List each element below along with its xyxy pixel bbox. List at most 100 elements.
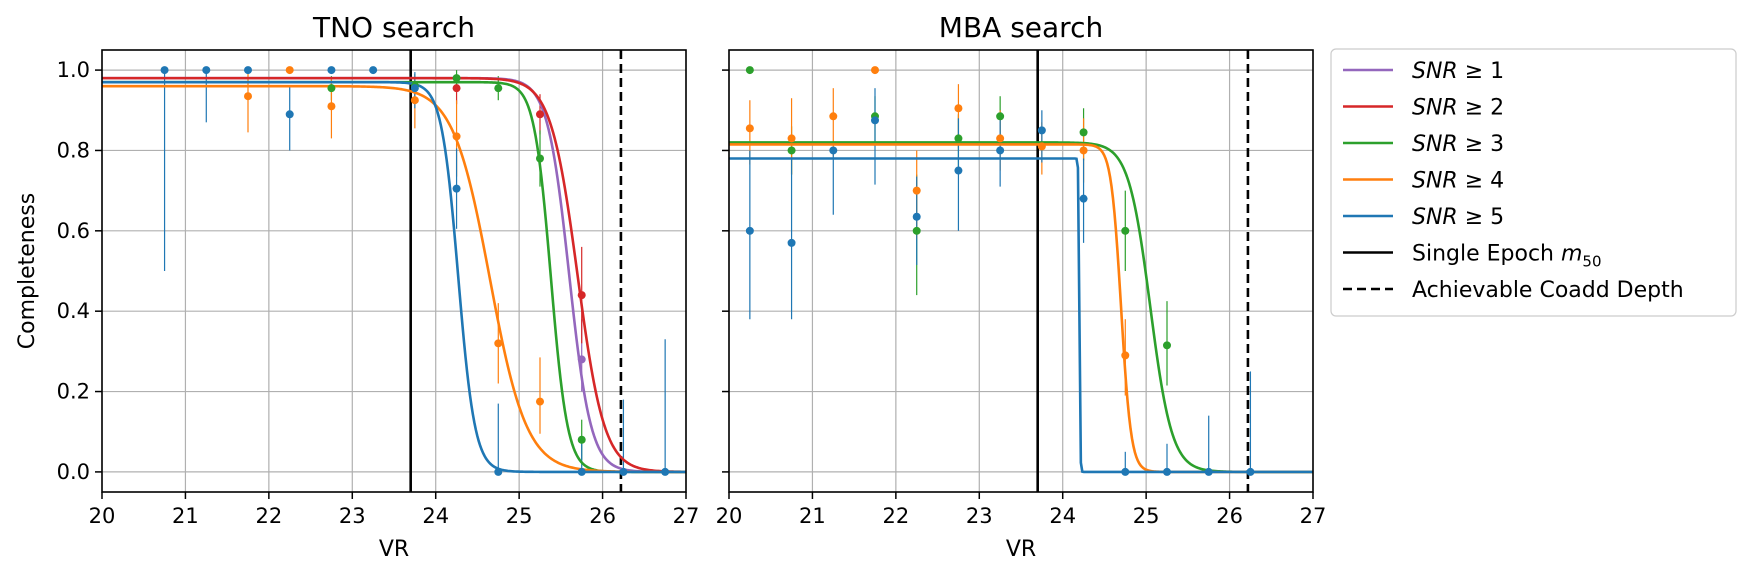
data-point-snr5 — [1079, 194, 1088, 203]
panel-tno: 20 21 22 23 24 25 26 27 0.0 0.2 0.4 0.6 0.8 1.0 TNO se… — [15, 11, 699, 562]
x-tick-label: 20 — [89, 504, 116, 528]
data-point-snr3 — [494, 84, 503, 93]
data-point-snr5 — [954, 166, 963, 175]
legend-entry: Single Epoch m50 — [1412, 242, 1602, 271]
legend-math: SNR — [1412, 132, 1458, 157]
panel-mba: 20 21 22 23 24 25 26 27 MBA search VR — [716, 11, 1327, 562]
data-point-snr5 — [369, 66, 378, 75]
x-tick-label: 25 — [1133, 504, 1160, 528]
data-point-snr4 — [871, 66, 879, 75]
x-tick-label: 24 — [422, 504, 449, 528]
data-point-snr4 — [996, 134, 1005, 143]
x-tick-label: 27 — [673, 504, 700, 528]
data-point-snr4 — [954, 104, 963, 113]
legend-entry: SNR ≥ 2 — [1412, 96, 1504, 121]
data-point-snr3 — [787, 146, 796, 155]
legend-math: SNR — [1412, 205, 1458, 230]
legend-text: ≥ 1 — [1458, 59, 1504, 84]
legend-entry: SNR ≥ 4 — [1412, 169, 1504, 194]
plot-area — [729, 50, 1313, 492]
data-point-snr5 — [452, 184, 461, 193]
x-tick-label: 24 — [1049, 504, 1076, 528]
data-point-snr4 — [452, 132, 461, 141]
legend-entry: SNR ≥ 1 — [1412, 59, 1504, 84]
data-point-snr4 — [1121, 351, 1130, 360]
legend-text: ≥ 4 — [1458, 169, 1504, 194]
data-point-snr4 — [244, 92, 252, 101]
chart-title: MBA search — [939, 11, 1103, 44]
y-tick-label: 0.2 — [57, 380, 90, 404]
data-point-snr3 — [745, 66, 754, 75]
data-point-snr4 — [1037, 142, 1046, 151]
data-point-snr5 — [1204, 467, 1213, 476]
legend-entry: SNR ≥ 5 — [1412, 205, 1504, 230]
axes-frame — [728, 49, 1314, 493]
data-point-snr5 — [871, 116, 879, 125]
data-point-snr3 — [452, 74, 461, 83]
data-point-snr5 — [829, 146, 838, 155]
data-point-snr5 — [577, 467, 586, 476]
legend-entry: SNR ≥ 3 — [1412, 132, 1504, 157]
x-tick-label: 21 — [172, 504, 199, 528]
data-point-snr2 — [452, 84, 461, 93]
y-tick-label: 0.4 — [57, 299, 90, 323]
x-axis-label: VR — [379, 537, 409, 562]
x-tick-label: 20 — [716, 504, 743, 528]
data-point-snr5 — [745, 226, 754, 235]
data-point-snr3 — [912, 226, 921, 235]
data-point-snr4 — [1079, 146, 1088, 155]
data-point-snr5 — [619, 467, 628, 476]
legend-math: m — [1561, 242, 1582, 267]
data-point-snr4 — [410, 96, 419, 105]
legend-frame — [1330, 48, 1737, 317]
data-point-snr3 — [1079, 128, 1088, 137]
data-point-snr4 — [829, 112, 838, 121]
fit-curve-snr2 — [102, 76, 686, 474]
fit-curve-snr3 — [102, 80, 686, 474]
data-point-snr4 — [494, 339, 503, 348]
data-point-snr5 — [787, 238, 796, 247]
data-point-snr3 — [996, 112, 1005, 121]
data-point-snr5 — [244, 66, 252, 75]
data-point-snr3 — [327, 84, 336, 93]
x-tick-label: 23 — [339, 504, 366, 528]
fit-curve-snr3 — [729, 141, 1313, 474]
fit-curve-snr5 — [729, 157, 1313, 474]
legend-math: SNR — [1412, 59, 1458, 84]
data-point-snr5 — [1037, 126, 1046, 135]
data-point-snr5 — [661, 467, 670, 476]
x-tick-label: 21 — [799, 504, 826, 528]
data-point-snr5 — [410, 84, 419, 93]
data-point-snr3 — [954, 134, 963, 143]
legend-text: ≥ 5 — [1458, 205, 1504, 230]
x-axis-label: VR — [1006, 537, 1036, 562]
data-point-snr5 — [1163, 467, 1171, 476]
data-point-snr5 — [202, 66, 211, 75]
legend-text: ≥ 3 — [1458, 132, 1504, 157]
axes-frame — [101, 49, 687, 493]
y-tick-label: 0.0 — [57, 460, 90, 484]
data-point-snr2 — [536, 110, 544, 119]
data-point-snr4 — [745, 124, 754, 133]
legend-text: Single Epoch — [1412, 242, 1561, 267]
data-point-snr3 — [577, 435, 586, 444]
chart-title: TNO search — [312, 11, 475, 44]
legend-text: ≥ 2 — [1458, 96, 1504, 121]
data-point-snr5 — [912, 212, 921, 221]
data-point-snr3 — [1121, 226, 1130, 235]
data-point-snr4 — [536, 397, 544, 406]
fit-curve-snr1 — [102, 76, 686, 474]
y-tick-label: 1.0 — [57, 58, 90, 82]
x-tick-label: 22 — [255, 504, 282, 528]
legend-text: Achievable Coadd Depth — [1412, 278, 1684, 303]
y-axis-label: Completeness — [15, 193, 40, 349]
y-tick-label: 0.6 — [57, 219, 90, 243]
data-point-snr4 — [327, 102, 336, 111]
data-point-snr5 — [494, 467, 503, 476]
data-point-snr1 — [577, 355, 586, 364]
fit-curve-snr5 — [102, 80, 686, 474]
y-tick-label: 0.8 — [57, 138, 90, 162]
data-point-snr5 — [285, 110, 294, 119]
data-point-snr5 — [1246, 467, 1255, 476]
